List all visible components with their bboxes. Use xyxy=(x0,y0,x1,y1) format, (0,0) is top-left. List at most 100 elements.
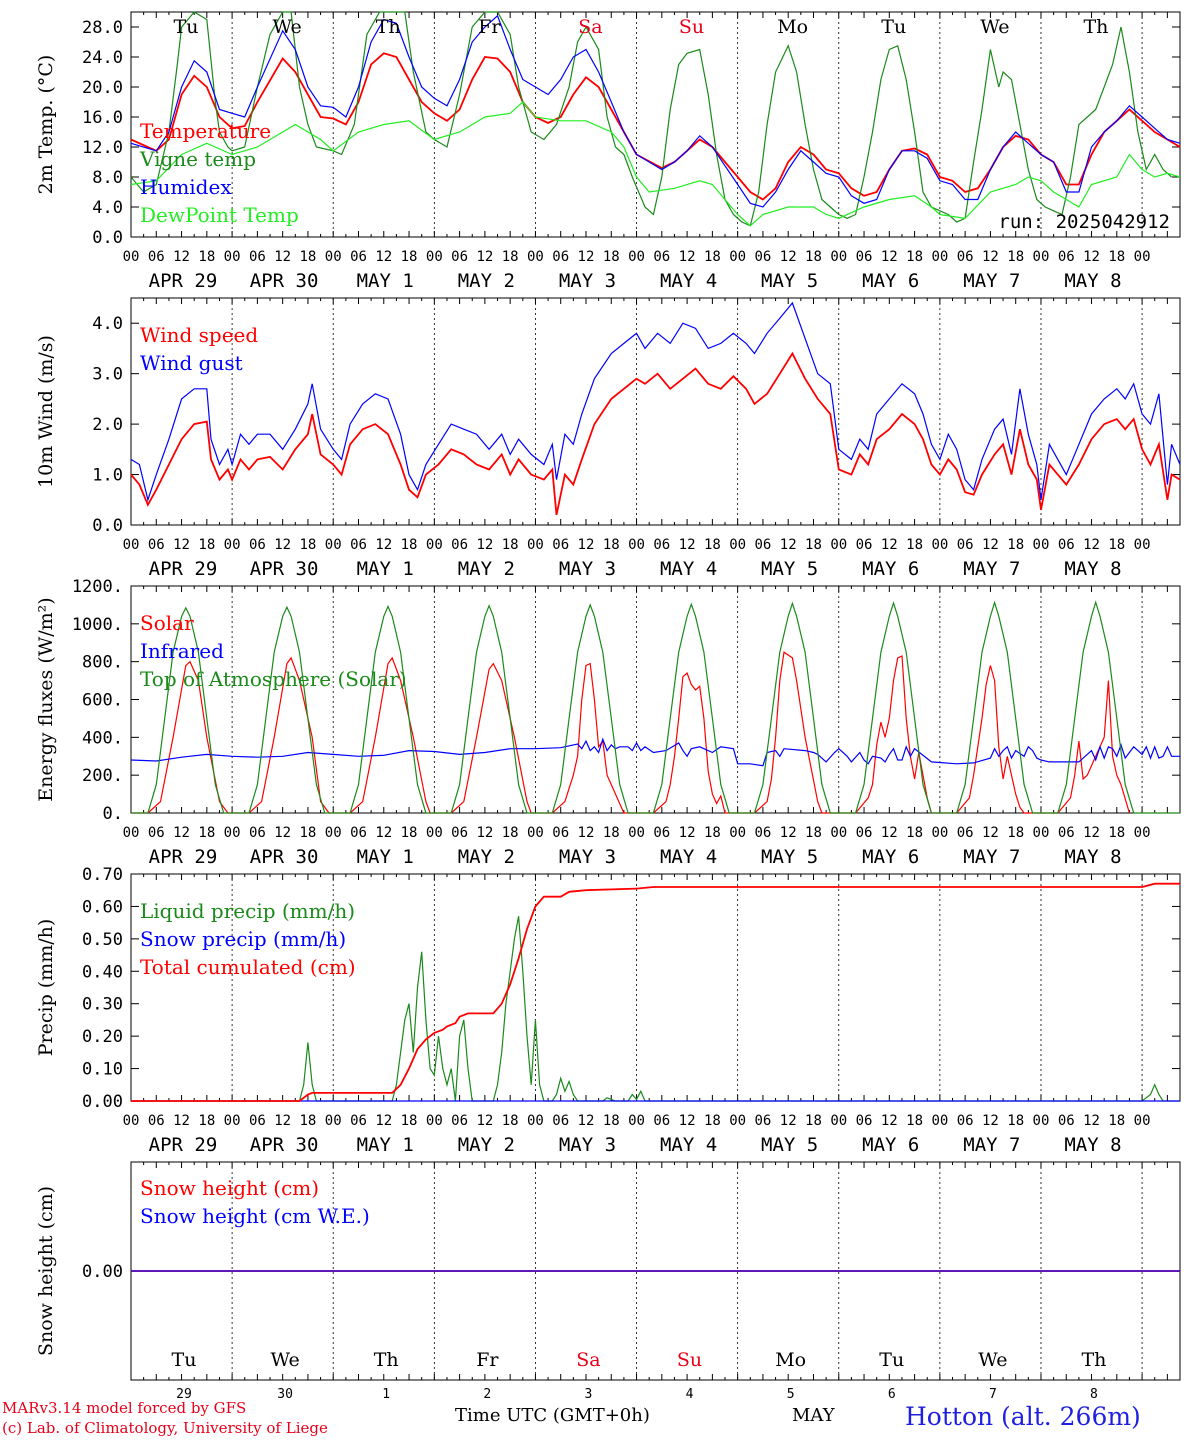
legend-entry: DewPoint Temp xyxy=(140,203,299,227)
x-hour-label: 06 xyxy=(350,249,367,265)
legend-entry: Temperature xyxy=(140,119,271,143)
x-date-label: MAY 6 xyxy=(862,1134,919,1156)
day-number: 3 xyxy=(585,1387,593,1402)
x-hour-label: 12 xyxy=(1083,537,1100,553)
weekday-label: Su xyxy=(679,16,704,38)
x-hour-label: 06 xyxy=(249,537,266,553)
x-hour-label: 06 xyxy=(552,249,569,265)
day-number: 29 xyxy=(176,1387,192,1402)
legend-entry: Wind speed xyxy=(140,323,258,347)
x-date-label: MAY 3 xyxy=(559,846,616,868)
x-date-label: MAY 2 xyxy=(458,558,515,580)
x-date-label: MAY 5 xyxy=(761,558,818,580)
x-date-label: APR 29 xyxy=(149,270,218,292)
legend-entry: Solar xyxy=(140,611,194,635)
x-hour-label: 18 xyxy=(906,1113,923,1129)
x-hour-label: 18 xyxy=(906,537,923,553)
x-hour-label: 00 xyxy=(325,1113,342,1129)
x-date-label: MAY 4 xyxy=(660,558,717,580)
x-hour-label: 12 xyxy=(679,249,696,265)
x-hour-label: 06 xyxy=(552,825,569,841)
y-tick-label: 200. xyxy=(82,766,123,786)
weekday-label-bottom: Mo xyxy=(775,1349,806,1371)
x-hour-label: 00 xyxy=(325,537,342,553)
x-hour-label: 12 xyxy=(679,537,696,553)
x-hour-label: 00 xyxy=(1134,537,1151,553)
y-tick-label: 3.0 xyxy=(92,365,123,385)
x-hour-label: 18 xyxy=(502,1113,519,1129)
weekday-label: We xyxy=(980,16,1009,38)
y-tick-label: 4.0 xyxy=(92,198,123,218)
weekday-label-bottom: Th xyxy=(374,1349,399,1371)
x-hour-label: 18 xyxy=(1007,825,1024,841)
x-hour-label: 18 xyxy=(401,1113,418,1129)
y-tick-label: 12.0 xyxy=(82,138,123,158)
x-date-label: MAY 3 xyxy=(559,558,616,580)
x-hour-label: 18 xyxy=(603,537,620,553)
y-tick-label: 0.00 xyxy=(82,1262,123,1282)
y-axis-label: 2m Temp. (°C) xyxy=(35,55,57,195)
x-hour-label: 00 xyxy=(830,249,847,265)
x-hour-label: 00 xyxy=(426,1113,443,1129)
x-hour-label: 12 xyxy=(476,249,493,265)
weekday-label: Th xyxy=(376,16,401,38)
x-hour-label: 00 xyxy=(729,537,746,553)
x-hour-label: 18 xyxy=(300,249,317,265)
x-date-label: MAY 8 xyxy=(1064,846,1121,868)
x-hour-label: 00 xyxy=(325,825,342,841)
x-date-label: MAY 8 xyxy=(1064,1134,1121,1156)
x-date-label: MAY 8 xyxy=(1064,270,1121,292)
x-date-label: MAY 2 xyxy=(458,270,515,292)
legend-entry: Snow precip (mm/h) xyxy=(140,927,346,951)
day-number: 2 xyxy=(483,1387,491,1402)
x-hour-label: 18 xyxy=(1108,249,1125,265)
x-hour-label: 12 xyxy=(476,1113,493,1129)
day-number: 1 xyxy=(382,1387,390,1402)
day-number: 6 xyxy=(888,1387,896,1402)
x-hour-label: 18 xyxy=(906,825,923,841)
x-hour-label: 12 xyxy=(173,249,190,265)
y-axis-label: Snow height (cm) xyxy=(35,1186,57,1356)
weekday-label-bottom: Th xyxy=(1082,1349,1107,1371)
x-hour-label: 06 xyxy=(957,537,974,553)
x-hour-label: 18 xyxy=(1108,537,1125,553)
x-hour-label: 18 xyxy=(198,537,215,553)
x-hour-label: 00 xyxy=(1134,249,1151,265)
x-date-label: MAY 5 xyxy=(761,270,818,292)
x-hour-label: 12 xyxy=(982,537,999,553)
x-hour-label: 12 xyxy=(982,1113,999,1129)
y-tick-label: 24.0 xyxy=(82,48,123,68)
x-hour-label: 06 xyxy=(856,537,873,553)
x-hour-label: 06 xyxy=(1058,537,1075,553)
y-tick-label: 1.0 xyxy=(92,466,123,486)
y-tick-label: 400. xyxy=(82,728,123,748)
x-hour-label: 00 xyxy=(1134,1113,1151,1129)
x-hour-label: 12 xyxy=(1083,825,1100,841)
x-hour-label: 00 xyxy=(931,537,948,553)
x-date-label: MAY 1 xyxy=(357,270,414,292)
x-hour-label: 00 xyxy=(426,249,443,265)
x-date-label: MAY 2 xyxy=(458,1134,515,1156)
weekday-label: Tu xyxy=(881,16,906,38)
x-hour-label: 06 xyxy=(249,1113,266,1129)
x-hour-label: 06 xyxy=(552,1113,569,1129)
x-hour-label: 06 xyxy=(552,537,569,553)
x-hour-label: 18 xyxy=(603,249,620,265)
x-hour-label: 12 xyxy=(173,1113,190,1129)
x-hour-label: 18 xyxy=(805,825,822,841)
x-hour-label: 00 xyxy=(123,537,140,553)
x-hour-label: 00 xyxy=(628,249,645,265)
weekday-label-bottom: Tu xyxy=(879,1349,904,1371)
x-hour-label: 12 xyxy=(780,825,797,841)
weekday-label-bottom: We xyxy=(270,1349,299,1371)
y-axis-label: Energy fluxes (W/m²) xyxy=(35,597,57,801)
x-date-label: APR 29 xyxy=(149,846,218,868)
x-hour-label: 06 xyxy=(350,1113,367,1129)
y-tick-label: 8.0 xyxy=(92,168,123,188)
x-hour-label: 18 xyxy=(502,249,519,265)
x-hour-label: 00 xyxy=(1033,825,1050,841)
x-hour-label: 06 xyxy=(148,537,165,553)
x-hour-label: 06 xyxy=(451,249,468,265)
x-date-label: MAY 3 xyxy=(559,1134,616,1156)
